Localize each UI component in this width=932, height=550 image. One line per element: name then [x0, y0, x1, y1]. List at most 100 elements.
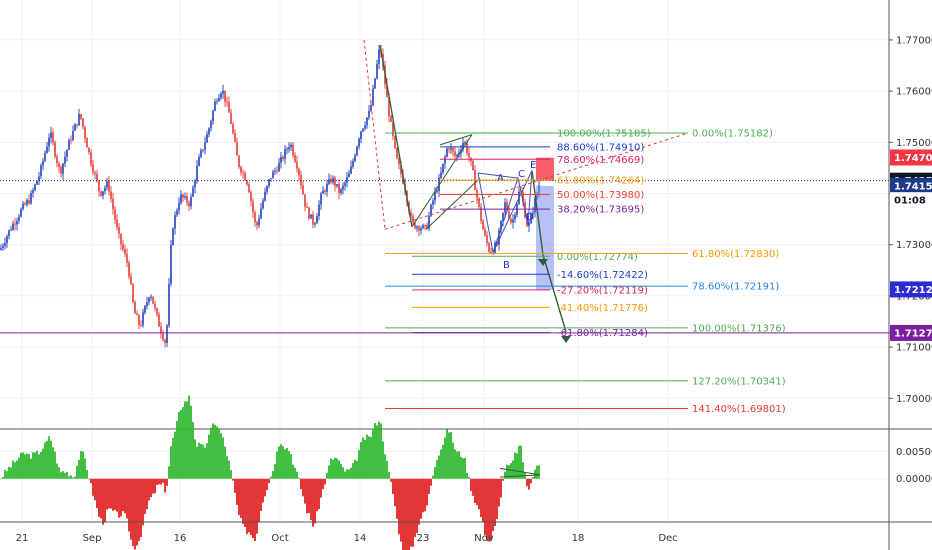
- candle-body: [180, 194, 182, 204]
- osc-bar: [354, 459, 356, 479]
- osc-bar: [14, 462, 16, 479]
- fib-retracement-label: 78.60%(1.74669): [557, 155, 644, 166]
- candle-body: [434, 192, 436, 201]
- candle-body: [508, 210, 510, 219]
- candle-body: [358, 138, 360, 147]
- y-tick-label: 1.77000: [896, 35, 932, 46]
- candle-body: [62, 163, 64, 174]
- candle-body: [364, 125, 366, 129]
- osc-bar: [292, 464, 294, 479]
- osc-bar: [276, 451, 278, 479]
- candle-body: [286, 149, 288, 150]
- grid: [0, 0, 889, 522]
- candle-body: [428, 215, 430, 229]
- candle-body: [166, 325, 168, 343]
- osc-bar: [526, 478, 528, 487]
- candle-body: [104, 187, 106, 192]
- candle-body: [422, 225, 424, 229]
- osc-bar: [178, 412, 180, 479]
- candle-body: [318, 204, 320, 217]
- osc-bar: [214, 424, 216, 479]
- osc-bar: [414, 478, 416, 537]
- osc-bar: [66, 471, 68, 479]
- candle-body: [136, 313, 138, 316]
- osc-bar: [144, 478, 146, 514]
- candle-body: [512, 219, 514, 223]
- price-tag-box: [890, 149, 932, 166]
- osc-trend-line: [499, 467, 541, 476]
- osc-bar: [218, 428, 220, 479]
- candle-body: [352, 161, 354, 167]
- candle-body: [500, 220, 502, 231]
- osc-bar: [482, 478, 484, 523]
- osc-bar: [502, 478, 504, 481]
- osc-bar: [108, 478, 110, 509]
- osc-bar: [190, 405, 192, 479]
- candle-body: [210, 121, 212, 129]
- osc-bar: [406, 478, 408, 550]
- osc-bar: [416, 478, 418, 534]
- osc-bar: [452, 442, 454, 479]
- osc-bar: [2, 476, 4, 479]
- osc-bar: [224, 446, 226, 479]
- fib-extension-label: 141.40%(1.69801): [692, 404, 786, 415]
- candle-body: [258, 218, 260, 226]
- arrow-head: [561, 336, 571, 343]
- y-tick-label: 1.71000: [896, 343, 932, 354]
- osc-bar: [138, 478, 140, 542]
- osc-bar: [340, 464, 342, 479]
- candle-body: [314, 223, 316, 225]
- osc-bar: [110, 478, 112, 509]
- osc-bar: [532, 476, 534, 479]
- x-tick-label: 16: [174, 533, 187, 544]
- fib-retracement-label: 50.00%(1.73980): [557, 190, 644, 201]
- candle-body: [302, 185, 304, 195]
- candle-body: [426, 225, 428, 229]
- candle-body: [236, 141, 238, 156]
- candle-body: [0, 247, 2, 250]
- candle-body: [146, 302, 148, 307]
- candle-body: [122, 244, 124, 250]
- candle-body: [534, 198, 536, 213]
- candle-body: [342, 185, 344, 190]
- candle-body: [276, 170, 278, 172]
- osc-bar: [118, 478, 120, 518]
- candle-body: [158, 314, 160, 327]
- candle-body: [36, 181, 38, 185]
- candle-body: [366, 117, 368, 126]
- osc-bar: [432, 475, 434, 479]
- osc-bar: [402, 478, 404, 550]
- candle-body: [24, 203, 26, 205]
- candle-body: [250, 192, 252, 202]
- osc-bar: [24, 454, 26, 479]
- candle-body: [416, 226, 418, 229]
- candle-body: [88, 147, 90, 153]
- osc-bar: [430, 478, 432, 486]
- osc-bar: [120, 478, 122, 517]
- osc-bar: [10, 467, 12, 479]
- osc-bar: [508, 465, 510, 479]
- osc-bar: [408, 478, 410, 550]
- candle-body: [328, 178, 330, 184]
- osc-bar: [272, 471, 274, 479]
- osc-bar: [518, 445, 520, 479]
- osc-bar: [338, 460, 340, 479]
- candle-body: [214, 101, 216, 111]
- candle-body: [82, 118, 84, 128]
- x-tick-label: 18: [572, 533, 585, 544]
- osc-bar: [460, 456, 462, 479]
- osc-bar: [80, 451, 82, 479]
- osc-bar: [530, 478, 532, 484]
- candle-body: [278, 162, 280, 172]
- candle-body: [120, 233, 122, 245]
- candle-body: [324, 190, 326, 192]
- fib-extension-label: 100.00%(1.71376): [692, 323, 786, 334]
- osc-bar: [70, 475, 72, 479]
- candle-body: [4, 243, 6, 246]
- osc-bar: [136, 478, 138, 546]
- osc-bar: [356, 460, 358, 479]
